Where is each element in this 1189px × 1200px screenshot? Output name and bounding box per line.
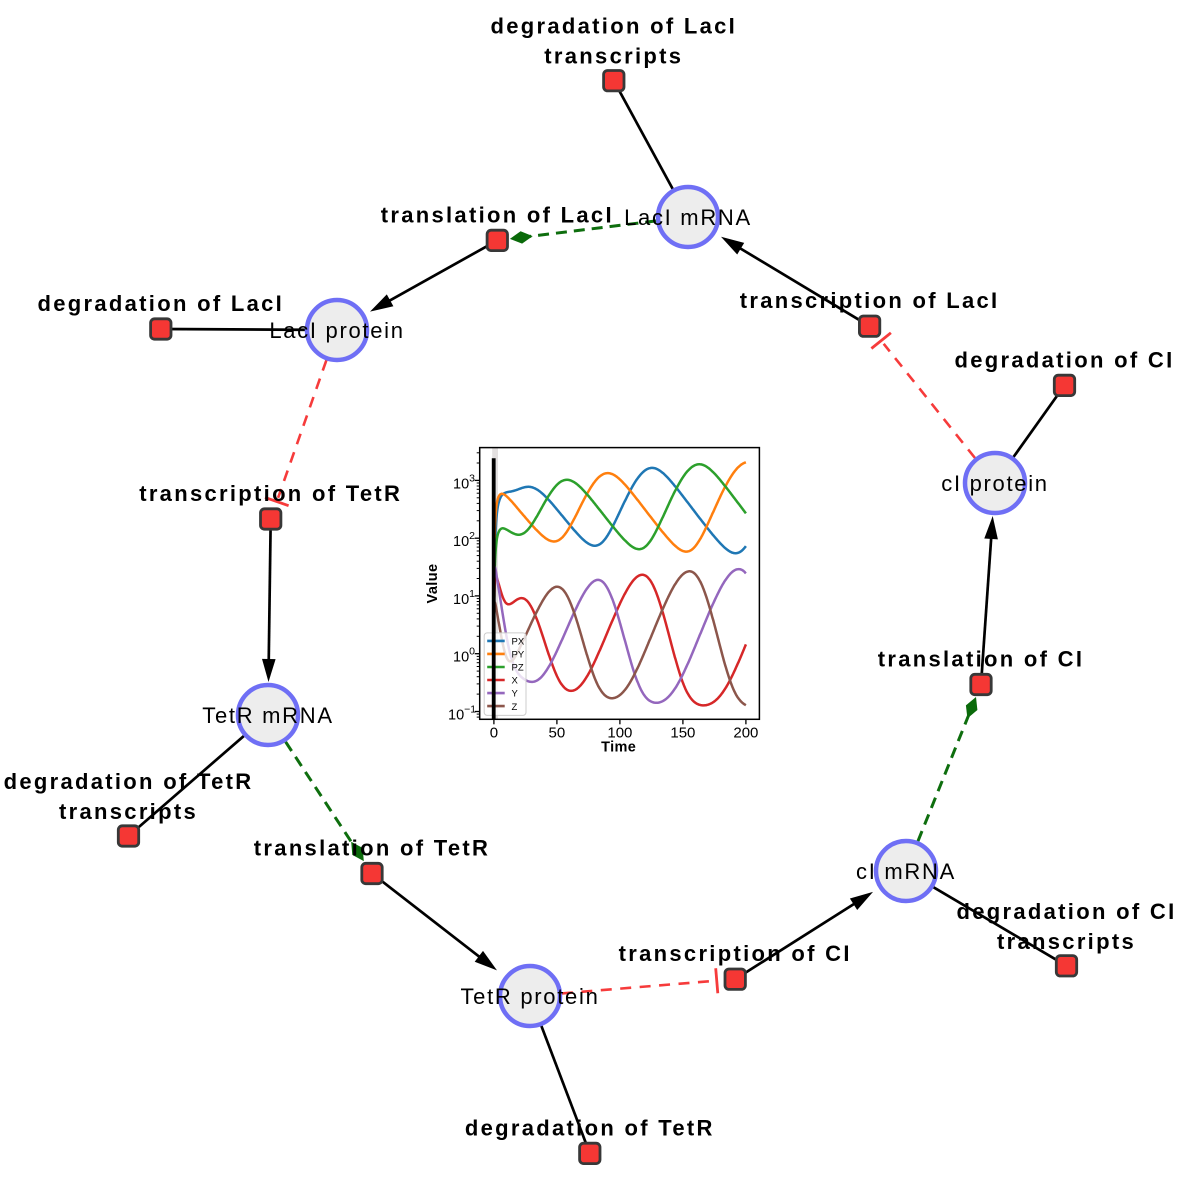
svg-text:degradation of CI: degradation of CI (955, 347, 1175, 372)
svg-text:translation of CI: translation of CI (878, 647, 1085, 672)
svg-text:LacI mRNA: LacI mRNA (624, 205, 752, 230)
svg-text:100: 100 (607, 725, 632, 742)
svg-text:200: 200 (733, 725, 758, 742)
svg-text:degradation of LacI: degradation of LacI (37, 291, 284, 316)
svg-text:TetR protein: TetR protein (460, 984, 599, 1009)
svg-text:transcripts: transcripts (997, 929, 1136, 954)
svg-text:transcripts: transcripts (544, 44, 683, 69)
svg-text:cI mRNA: cI mRNA (856, 859, 956, 884)
svg-text:Value: Value (425, 564, 441, 604)
svg-text:translation of LacI: translation of LacI (381, 202, 614, 227)
svg-text:Y: Y (512, 689, 519, 700)
svg-text:50: 50 (549, 725, 566, 742)
svg-text:transcription of TetR: transcription of TetR (139, 481, 402, 506)
svg-text:degradation of CI: degradation of CI (957, 899, 1177, 924)
svg-text:0: 0 (490, 725, 498, 742)
svg-text:PY: PY (512, 650, 525, 661)
svg-text:degradation of TetR: degradation of TetR (465, 1115, 715, 1140)
svg-text:Time: Time (601, 740, 636, 756)
svg-text:degradation of LacI: degradation of LacI (490, 14, 737, 39)
svg-text:LacI protein: LacI protein (269, 318, 404, 343)
svg-text:TetR mRNA: TetR mRNA (202, 703, 333, 728)
svg-text:PZ: PZ (512, 663, 524, 674)
svg-text:X: X (512, 676, 519, 687)
svg-text:transcription of LacI: transcription of LacI (740, 288, 1000, 313)
svg-text:PX: PX (512, 637, 525, 648)
svg-text:cI protein: cI protein (941, 471, 1049, 496)
svg-text:transcription of CI: transcription of CI (619, 941, 852, 966)
svg-text:degradation of TetR: degradation of TetR (4, 769, 254, 794)
svg-text:translation of TetR: translation of TetR (254, 836, 490, 861)
svg-text:transcripts: transcripts (59, 799, 198, 824)
svg-text:Z: Z (512, 702, 518, 713)
svg-text:150: 150 (670, 725, 695, 742)
